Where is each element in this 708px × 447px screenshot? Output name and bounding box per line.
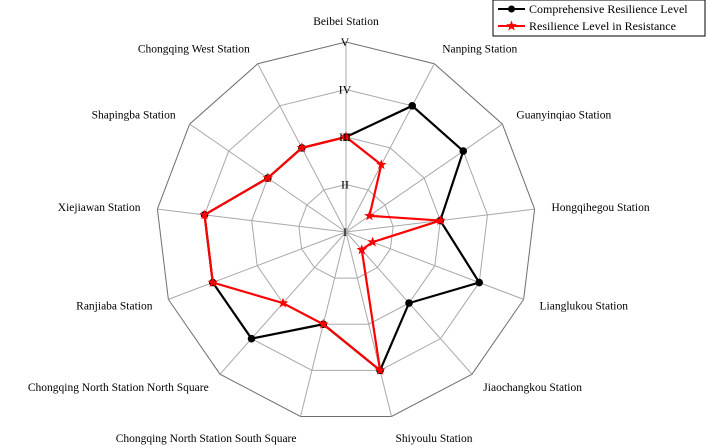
data-point-star — [262, 172, 274, 183]
radar-series — [199, 102, 484, 375]
legend-marker-comprehensive — [508, 5, 515, 13]
data-point-star — [376, 159, 387, 170]
data-point-circle — [475, 278, 484, 287]
category-label: Shiyoulu Station — [396, 433, 473, 445]
grid-spoke — [345, 63, 435, 233]
category-label: Beibei Station — [313, 16, 379, 28]
data-point-circle — [247, 334, 256, 343]
category-label: Ranjiaba Station — [76, 300, 153, 312]
data-point-star — [207, 277, 218, 287]
grid-ring-III — [251, 136, 441, 325]
data-point-circle — [408, 102, 417, 110]
data-point-circle — [405, 299, 413, 307]
data-point-star — [374, 364, 386, 375]
level-tick-IV: IV — [339, 83, 352, 97]
category-label: Shapingba Station — [92, 109, 176, 121]
series-resistance — [199, 131, 446, 375]
level-tick-II: II — [341, 178, 349, 192]
grid-ring-II — [298, 183, 394, 279]
legend: Comprehensive Resilience Level Resilienc… — [492, 0, 706, 37]
grid-spoke — [157, 208, 347, 233]
data-point-star — [356, 244, 367, 255]
category-label: Chongqing West Station — [138, 44, 250, 56]
grid-ring-IV — [204, 88, 488, 371]
legend-item-comprehensive: Comprehensive Resilience Level — [498, 2, 688, 16]
category-label: Chongqing North Station North Square — [28, 382, 209, 394]
category-labels: Beibei Station Nanping Station Guanyinqiao… — [28, 16, 650, 445]
level-tick-III: III — [339, 130, 351, 144]
data-point-star — [435, 215, 446, 225]
category-label: Lianglukou Station — [540, 300, 629, 312]
data-point-star — [340, 131, 352, 142]
legend-marker-resistance — [506, 20, 517, 31]
grid-spoke — [345, 231, 524, 300]
category-label: Nanping Station — [442, 44, 517, 56]
grid-ring-V — [156, 41, 536, 417]
legend-item-resistance: Resilience Level in Resistance — [498, 19, 676, 33]
legend-label-resistance: Resilience Level in Resistance — [529, 19, 676, 33]
data-point-star — [318, 318, 329, 329]
data-point-star — [199, 209, 210, 220]
legend-label-comprehensive: Comprehensive Resilience Level — [529, 2, 688, 16]
data-point-circle — [459, 147, 468, 155]
legend-box — [492, 0, 706, 37]
category-label: Xiejiawan Station — [58, 202, 141, 214]
level-tick-I: I — [343, 225, 347, 239]
data-point-star — [367, 236, 378, 247]
category-label: Chongqing North Station South Square — [116, 433, 297, 445]
category-label: Guanyinqiao Station — [516, 109, 611, 121]
data-point-star — [277, 297, 289, 308]
grid-spoke — [345, 231, 392, 417]
grid-spoke — [168, 231, 347, 300]
category-label: Jiaochangkou Station — [483, 382, 582, 394]
category-label: Hongqihegou Station — [552, 202, 650, 214]
series-line — [203, 135, 441, 374]
data-point-star — [296, 142, 308, 153]
level-tick-V: V — [341, 35, 350, 49]
data-point-star — [364, 210, 375, 221]
